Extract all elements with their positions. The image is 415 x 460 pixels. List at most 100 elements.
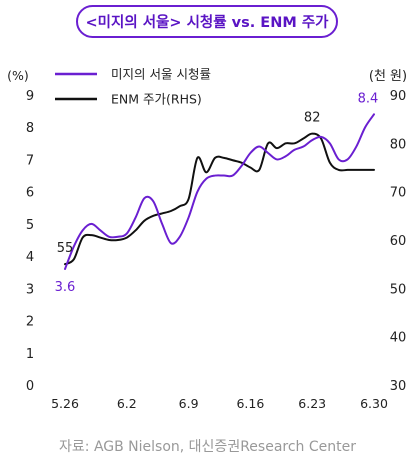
series-1-point [338,159,340,161]
series-2-point [294,142,296,144]
series-1-point [108,236,110,238]
series-1-point [161,223,163,225]
x-tick-label: 6.9 [179,396,199,411]
left-axis-unit: (%) [7,68,29,83]
series-1-point [152,200,154,202]
left-tick-label: 6 [26,186,34,201]
series-1-point [241,165,243,167]
series-1-point [267,152,269,154]
series-1-point [99,229,101,231]
series-1-point [144,197,146,199]
data-label: 8.4 [358,91,379,106]
series-2-point [223,157,225,159]
series-1-point [302,146,304,148]
series-line-2 [64,132,375,266]
series-2-point [276,147,278,149]
legend-label-1: 미지의 서울 시청률 [111,67,211,82]
x-tick-label: 6.2 [117,396,137,411]
left-tick-label: 5 [26,218,34,233]
series-1-point [285,155,287,157]
series-2-point [108,239,110,241]
chart-area: (%) 0 1 2 3 4 5 6 7 8 9 (천 원) 30 40 50 60 70 80 90 5.26 6.2 6… [7,67,407,412]
series-1-point [82,229,84,231]
series-2-point [250,167,252,169]
series-2-point [126,237,128,239]
left-tick-label: 2 [26,315,34,330]
x-tick-label: 6.23 [298,396,326,411]
series-2-point [347,169,349,171]
series-1-point [250,152,252,154]
series-2-point [258,169,260,171]
series-2-point [285,142,287,144]
right-tick-label: 30 [390,379,407,394]
series-1-point [258,146,260,148]
x-tick-label: 6.30 [360,396,388,411]
series-2-point [338,169,340,171]
right-tick-label: 40 [390,331,407,346]
series-1-point [223,175,225,177]
series-1-point [276,159,278,161]
left-tick-label: 1 [26,347,34,362]
series-1-point [126,233,128,235]
x-tick-label: 6.16 [236,396,264,411]
series-2-point [267,142,269,144]
series-2-point [232,159,234,161]
series-2-point [91,234,93,236]
series-2-point [355,169,357,171]
series-1-point [329,142,331,144]
series-2-point [197,157,199,159]
series-1-point [117,236,119,238]
series-2-point [205,171,207,173]
series-2-point [82,237,84,239]
series-2-point [73,258,75,260]
series-1-point [294,149,296,151]
series-2-point [161,213,163,215]
series-2-point [302,138,304,140]
series-2-point [170,210,172,212]
series-2-point [373,169,375,171]
series-2-point [329,162,331,164]
series-1-point [91,223,93,225]
series-2-point [135,229,137,231]
series-1-point [205,178,207,180]
source-note: 자료: AGB Nielson, 대신증권Research Center [59,439,356,455]
series-1-point [135,217,137,219]
left-tick-label: 9 [26,89,34,104]
series-1-point [311,139,313,141]
data-label: 3.6 [55,280,76,295]
left-tick-label: 8 [26,121,34,136]
data-label: 82 [304,111,321,126]
legend-label-2: ENM 주가(RHS) [111,92,202,107]
series-2-point [152,215,154,217]
data-label: 55 [57,241,74,256]
right-tick-label: 80 [390,137,407,152]
right-tick-label: 70 [390,186,407,201]
series-2-point [117,239,119,241]
left-tick-label: 4 [26,250,34,265]
left-tick-label: 7 [26,153,34,168]
series-1-point [347,159,349,161]
series-1-point [179,236,181,238]
series-1-point [373,113,375,115]
series-1-point [170,242,172,244]
series-2-point [188,198,190,200]
series-2-point [144,220,146,222]
right-tick-label: 60 [390,234,407,249]
series-2-point [214,157,216,159]
right-tick-label: 90 [390,89,407,104]
series-1-point [355,146,357,148]
series-line-1 [64,113,375,270]
left-tick-label: 0 [26,379,34,394]
right-tick-label: 50 [390,282,407,297]
series-1-point [232,175,234,177]
series-1-point [188,217,190,219]
series-1-point [364,126,366,128]
series-1-point [214,175,216,177]
x-tick-label: 5.26 [51,396,79,411]
series-1-point [320,136,322,138]
right-axis-unit: (천 원) [369,69,407,84]
left-tick-label: 3 [26,282,34,297]
series-2-point [364,169,366,171]
chart-title: <미지의 서울> 시청률 vs. ENM 주가 [76,5,338,38]
series-2-point [99,237,101,239]
